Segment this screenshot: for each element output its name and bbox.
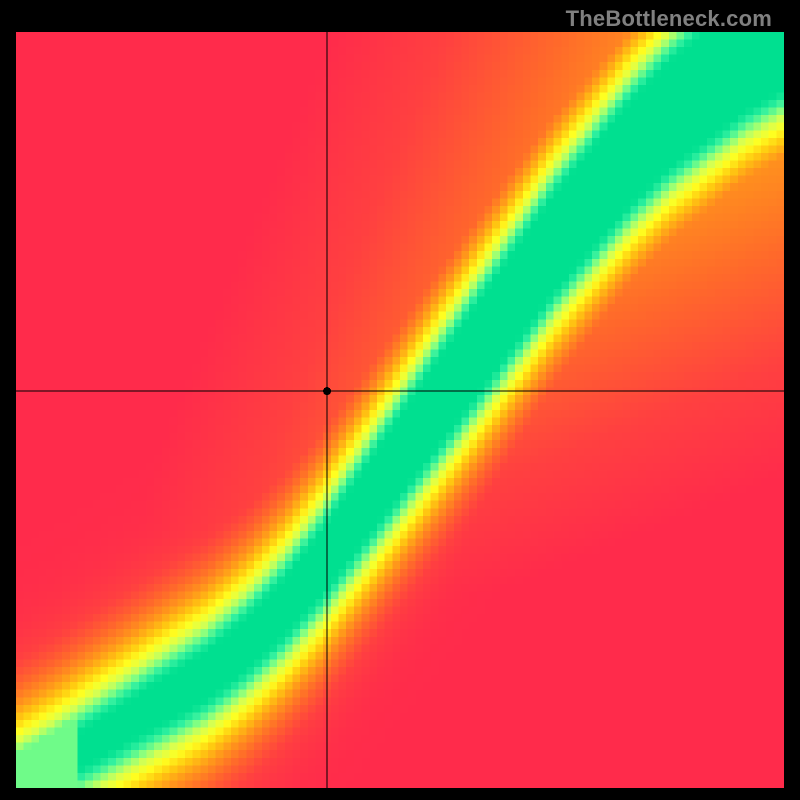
watermark-text: TheBottleneck.com [566,6,772,32]
heatmap-plot [16,32,784,788]
chart-container: { "watermark": "TheBottleneck.com", "cha… [0,0,800,800]
heatmap-cells [16,32,784,788]
